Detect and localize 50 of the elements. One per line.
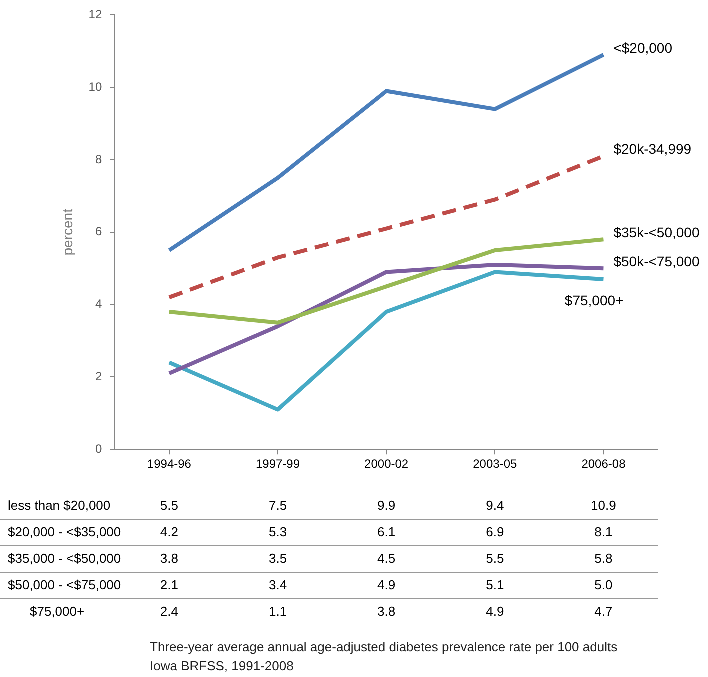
data-label: 2.4 bbox=[160, 604, 178, 619]
y-tick-label: 12 bbox=[88, 8, 102, 22]
series-label: $75,000+ bbox=[564, 292, 624, 308]
data-label: 3.8 bbox=[378, 604, 396, 619]
data-label: 6.9 bbox=[486, 524, 504, 540]
y-tick-label: 4 bbox=[95, 297, 102, 312]
y-axis-title: percent bbox=[59, 208, 76, 256]
data-label: 6.1 bbox=[378, 524, 396, 540]
x-tick-label: 2006-08 bbox=[582, 457, 626, 472]
data-label: 10.9 bbox=[591, 498, 616, 513]
text: $20,000 - <$35,000 bbox=[8, 524, 122, 540]
y-tick-label: 2 bbox=[95, 370, 102, 384]
x-tick-label: 2003-05 bbox=[473, 457, 518, 472]
data-label: 4.7 bbox=[594, 604, 613, 619]
data-label: 4.9 bbox=[378, 577, 396, 592]
y-tick-label: 0 bbox=[95, 442, 102, 456]
y-tick-label: 8 bbox=[95, 152, 102, 166]
y-tick-label: 10 bbox=[88, 80, 102, 94]
data-label: 9.4 bbox=[486, 498, 504, 513]
data-label: 9.9 bbox=[378, 498, 396, 513]
text: less than $20,000 bbox=[8, 498, 111, 513]
x-tick-label: 1994-96 bbox=[147, 457, 192, 472]
series-label: $35k-<50,000 bbox=[614, 224, 700, 240]
data-label: 2.1 bbox=[160, 577, 178, 592]
text: $35,000 - <$50,000 bbox=[8, 550, 122, 566]
y-tick-label: 6 bbox=[95, 224, 102, 239]
data-label: 4.9 bbox=[486, 604, 504, 619]
text: $50,000 - <$75,000 bbox=[8, 577, 122, 592]
data-label: 5.8 bbox=[594, 550, 613, 566]
data-label: 7.5 bbox=[268, 498, 288, 513]
data-label: 3.5 bbox=[268, 550, 288, 566]
data-label: 3.8 bbox=[160, 550, 178, 566]
data-label: 8.1 bbox=[594, 524, 613, 540]
data-label: 5.3 bbox=[268, 524, 288, 540]
text: $75,000+ bbox=[30, 604, 85, 619]
data-label: 5.1 bbox=[486, 577, 504, 592]
data-label: 5.5 bbox=[160, 498, 178, 513]
x-tick-label: 1997-99 bbox=[256, 457, 300, 472]
data-label: 1.1 bbox=[268, 604, 288, 619]
series-label: <$20,000 bbox=[614, 40, 673, 56]
series-label: $20k-34,999 bbox=[614, 141, 692, 158]
x-tick-label: 2000-02 bbox=[364, 457, 409, 472]
data-label: 4.2 bbox=[160, 524, 178, 540]
series-label: $50k-<75,000 bbox=[614, 253, 700, 270]
text: Three-year average annual age-adjusted diabetes prevalence rate per 100 adults bbox=[150, 640, 618, 655]
data-label: 4.5 bbox=[378, 550, 396, 566]
text: Iowa BRFSS, 1991-2008 bbox=[150, 658, 294, 674]
data-label: 5.0 bbox=[594, 577, 613, 592]
data-label: 3.4 bbox=[268, 577, 288, 592]
data-label: 5.5 bbox=[486, 550, 504, 566]
